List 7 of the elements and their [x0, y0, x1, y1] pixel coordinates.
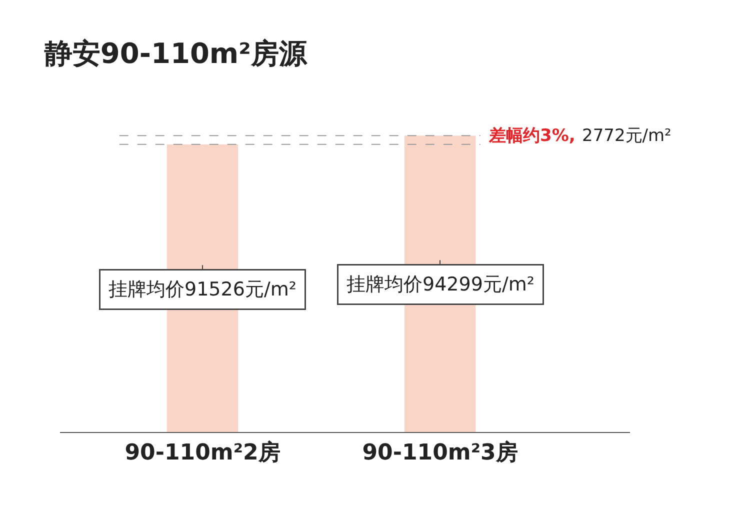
data-label: 挂牌均价94299元/m² [346, 274, 534, 296]
text: 差幅约3%, [488, 126, 576, 146]
x-tick-label: 90-110m²2房 [124, 439, 280, 466]
x-tick-label: 90-110m²3房 [362, 439, 518, 466]
text: 2772元/m² [582, 126, 672, 146]
data-label: 挂牌均价91526元/m² [108, 278, 296, 300]
chart-title: 静安90-110m²房源 [43, 37, 308, 70]
